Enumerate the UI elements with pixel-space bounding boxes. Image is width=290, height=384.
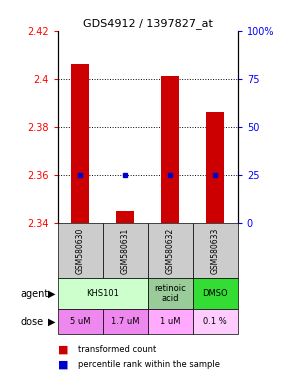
Text: percentile rank within the sample: percentile rank within the sample (78, 360, 220, 369)
Text: ■: ■ (58, 360, 68, 370)
Text: KHS101: KHS101 (86, 289, 119, 298)
Text: DMSO: DMSO (202, 289, 228, 298)
Bar (206, 112, 224, 223)
Text: GSM580630: GSM580630 (76, 227, 85, 274)
Text: 1 uM: 1 uM (160, 317, 181, 326)
Text: GSM580632: GSM580632 (166, 227, 175, 274)
Text: ▶: ▶ (48, 316, 55, 327)
Text: dose: dose (20, 316, 44, 327)
Text: transformed count: transformed count (78, 345, 157, 354)
Text: ■: ■ (58, 344, 68, 354)
Text: 5 uM: 5 uM (70, 317, 91, 326)
Text: 0.1 %: 0.1 % (204, 317, 227, 326)
Bar (116, 211, 134, 223)
Text: GSM580631: GSM580631 (121, 227, 130, 274)
Text: ▶: ▶ (48, 289, 55, 299)
Text: GSM580633: GSM580633 (211, 227, 220, 274)
Text: agent: agent (20, 289, 48, 299)
Bar (71, 64, 89, 223)
Text: retinoic
acid: retinoic acid (155, 284, 186, 303)
Bar (161, 76, 179, 223)
Title: GDS4912 / 1397827_at: GDS4912 / 1397827_at (83, 18, 213, 30)
Text: 1.7 uM: 1.7 uM (111, 317, 140, 326)
